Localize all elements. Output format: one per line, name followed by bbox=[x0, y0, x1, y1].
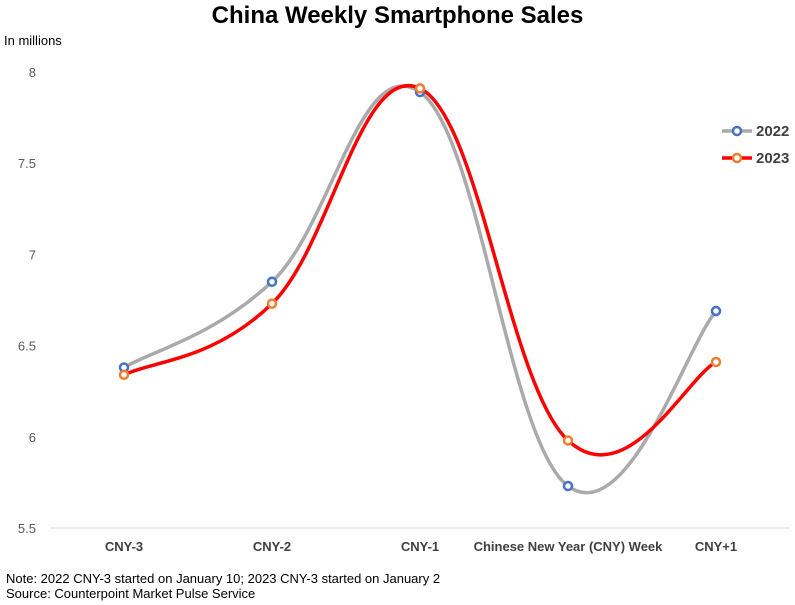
chart-title: China Weekly Smartphone Sales bbox=[211, 2, 584, 29]
legend-swatch-marker-2022 bbox=[731, 125, 743, 137]
legend-label-2022: 2022 bbox=[756, 123, 789, 140]
x-tick-label: Chinese New Year (CNY) Week bbox=[474, 539, 664, 554]
data-point-2022-3 bbox=[562, 480, 574, 492]
y-tick-label: 5.5 bbox=[18, 521, 36, 536]
data-point-2023-2 bbox=[414, 83, 426, 94]
y-axis-ticks: 5.5 6 6.5 7 7.5 8 bbox=[18, 65, 36, 536]
x-tick-label: CNY-1 bbox=[401, 539, 439, 554]
y-tick-label: 7.5 bbox=[18, 156, 36, 171]
data-point-2023-3 bbox=[562, 435, 574, 446]
legend-swatch-marker-2023 bbox=[731, 152, 743, 164]
legend-label-2023: 2023 bbox=[756, 150, 789, 167]
series-line-2023 bbox=[122, 84, 718, 457]
series-lines bbox=[122, 84, 718, 495]
x-axis-ticks: CNY-3 CNY-2 CNY-1 Chinese New Year (CNY) We… bbox=[105, 539, 737, 554]
footnote-note: Note: 2022 CNY-3 started on January 10; … bbox=[6, 571, 441, 586]
x-tick-label: CNY-3 bbox=[105, 539, 143, 554]
footnote-source: Source: Counterpoint Market Pulse Servic… bbox=[6, 586, 256, 601]
y-tick-label: 8 bbox=[29, 65, 36, 80]
data-point-2022-1 bbox=[266, 276, 278, 288]
series-line-2022 bbox=[122, 84, 718, 495]
x-tick-label: CNY+1 bbox=[695, 539, 737, 554]
y-axis-label: In millions bbox=[4, 33, 62, 48]
legend: 2022 2023 bbox=[722, 123, 789, 167]
data-point-2022-4 bbox=[710, 305, 722, 317]
y-tick-label: 6 bbox=[29, 430, 36, 445]
x-tick-label: CNY-2 bbox=[253, 539, 291, 554]
data-point-2023-4 bbox=[710, 356, 722, 368]
y-tick-label: 7 bbox=[29, 247, 36, 262]
data-point-2023-1 bbox=[266, 298, 278, 309]
series-markers bbox=[118, 83, 722, 492]
data-point-2023-0 bbox=[118, 369, 130, 381]
y-tick-label: 6.5 bbox=[18, 339, 36, 354]
